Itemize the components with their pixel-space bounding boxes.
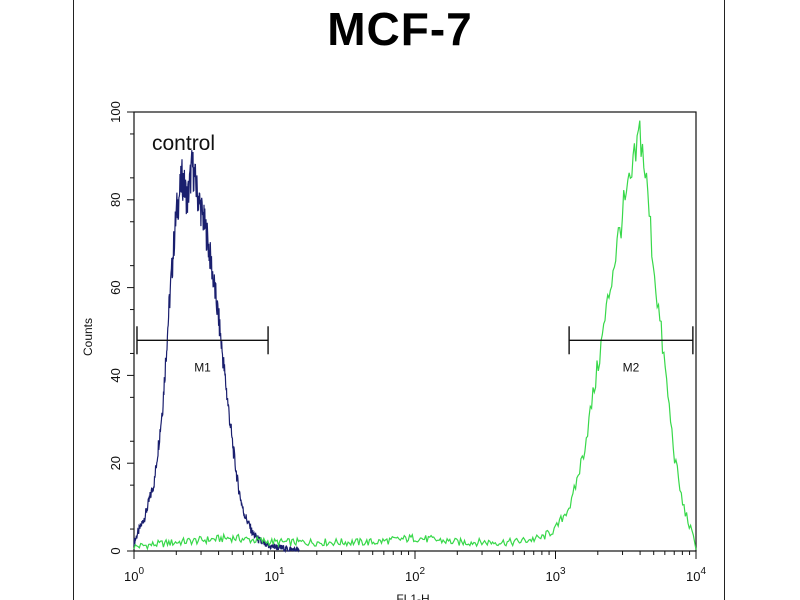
y-tick-label: 20: [108, 456, 123, 470]
plot-border: [133, 111, 697, 552]
series-layer: [133, 120, 697, 554]
y-tick-label: 60: [108, 280, 123, 294]
figure-frame: [73, 0, 725, 600]
x-axis-label: FL1-H: [396, 592, 429, 600]
x-axis-ticks: 100 101 102 103 104: [124, 551, 706, 584]
x-tick-label: 103: [545, 566, 565, 584]
plot-area: [133, 111, 697, 552]
marker-layer: M1 M2: [136, 326, 694, 374]
control-annotation: control: [152, 132, 215, 155]
histogram-series-1: [133, 150, 300, 554]
x-tick-label: 100: [124, 566, 144, 584]
y-tick-label: 100: [108, 101, 123, 123]
x-tick-label: 101: [264, 566, 284, 584]
y-tick-label: 40: [108, 368, 123, 382]
y-axis-ticks: 0 20 40 60 80 100: [108, 101, 134, 555]
histogram-series-2: [133, 120, 697, 551]
y-axis-label: Counts: [81, 318, 95, 356]
gate-label: M1: [194, 360, 211, 374]
gate-label: M2: [623, 360, 640, 374]
chart-title: MCF-7: [327, 3, 473, 55]
y-tick-label: 80: [108, 193, 123, 207]
x-tick-label: 104: [686, 566, 706, 584]
x-tick-label: 102: [405, 566, 425, 584]
y-tick-label: 0: [108, 547, 123, 554]
